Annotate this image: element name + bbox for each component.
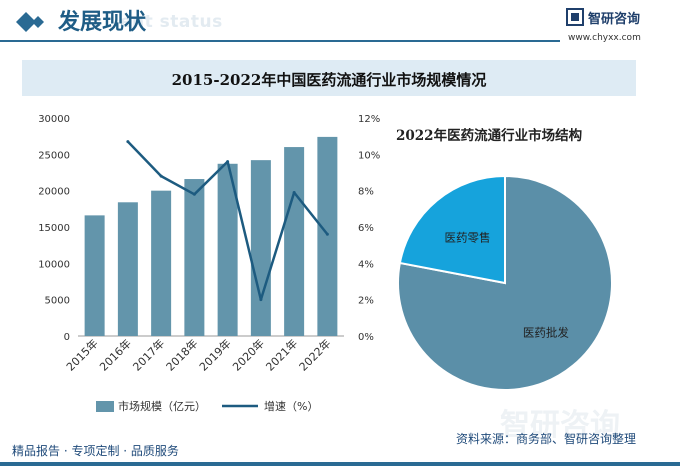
x-tick-label: 2021年 (263, 336, 300, 373)
section-title: 发展现状 (58, 9, 147, 35)
line-point-growth (292, 190, 296, 194)
bar-market-size (184, 179, 205, 336)
pie-slice-label: 医药批发 (523, 325, 569, 339)
line-point-growth (192, 192, 196, 196)
line-point-growth (159, 174, 163, 178)
pie-chart: 医药批发 医药零售 (397, 174, 613, 391)
chart-title-band: 2015-2022年中国医药流通行业市场规模情况 (22, 60, 636, 96)
x-tick-label: 2017年 (130, 336, 167, 373)
brand-name: 智研咨询 (588, 12, 641, 27)
y-left-tick-label: 30000 (38, 114, 70, 125)
section-subtitle-en: ent status (120, 12, 223, 32)
footer-slogan: 精品报告 · 专项定制 · 品质服务 (12, 444, 179, 458)
footer-divider (0, 462, 680, 466)
y-left-tick-label: 10000 (38, 259, 70, 270)
y-right-tick-label: 0% (358, 332, 374, 343)
y-right-tick-label: 12% (358, 114, 380, 125)
bar-market-size (217, 163, 238, 336)
bar-market-size (317, 136, 338, 336)
legend-swatch-bar (96, 401, 114, 412)
y-right-tick-label: 4% (358, 259, 374, 270)
x-tick-label: 2016年 (97, 336, 134, 373)
line-point-growth (226, 160, 230, 164)
x-tick-label: 2019年 (196, 336, 233, 373)
line-point-growth (126, 140, 130, 144)
y-left-tick-label: 5000 (45, 296, 70, 307)
diamond-icon (16, 12, 44, 32)
pie-slice-label: 医药零售 (444, 231, 490, 245)
y-right-tick-label: 2% (358, 296, 374, 307)
legend-label-line: 增速（%） (264, 399, 318, 413)
line-point-growth (259, 298, 263, 302)
brand-url: www.chyxx.com (568, 33, 641, 43)
chart-title: 2015-2022年中国医药流通行业市场规模情况 (171, 71, 487, 89)
legend-label-bar: 市场规模（亿元） (118, 399, 206, 413)
y-right-tick-label: 10% (358, 150, 380, 161)
bar-market-size (84, 215, 105, 336)
brand-logo-icon (566, 8, 584, 26)
x-tick-label: 2022年 (296, 336, 333, 373)
line-point-growth (325, 232, 329, 236)
y-left-tick-label: 15000 (38, 223, 70, 234)
header: ent status 发展现状 智研咨询 www.chyxx.com (0, 0, 680, 44)
y-right-tick-label: 6% (358, 223, 374, 234)
bar-market-size (284, 147, 305, 336)
y-left-tick-label: 20000 (38, 187, 70, 198)
y-right-tick-label: 8% (358, 187, 374, 198)
x-tick-label: 2020年 (230, 336, 267, 373)
pie-chart-title: 2022年医药流通行业市场结构 (396, 128, 583, 144)
pie-slice (398, 174, 506, 285)
footer-source: 资料来源：商务部、智研咨询整理 (456, 432, 637, 446)
y-left-tick-label: 0 (64, 332, 70, 343)
x-tick-label: 2018年 (163, 336, 200, 373)
watermark: 智研咨询 (500, 408, 620, 443)
bar-market-size (151, 190, 172, 336)
bar-line-chart: 0 5000 10000 15000 20000 25000 30000 0% 2% 4% 6% 8%… (38, 114, 380, 413)
bar-market-size (117, 202, 138, 336)
bar-market-size (250, 160, 271, 336)
header-divider (0, 40, 560, 42)
y-left-tick-label: 25000 (38, 150, 70, 161)
